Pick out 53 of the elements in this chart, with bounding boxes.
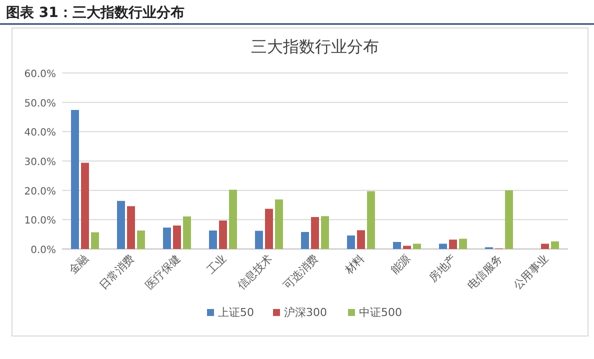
- x-tick-label: 电信服务: [464, 252, 506, 292]
- y-tick-label: 0.0%: [30, 245, 56, 256]
- x-tick-label: 工业: [204, 252, 230, 277]
- bar: [255, 230, 263, 249]
- bar: [81, 162, 89, 249]
- x-tick-label: 公用事业: [510, 252, 552, 292]
- bar: [71, 110, 79, 249]
- bar: [439, 244, 447, 249]
- bar: [393, 242, 401, 249]
- bar: [173, 226, 181, 249]
- legend-label: 中证500: [359, 306, 402, 319]
- legend-label: 上证50: [218, 306, 254, 319]
- x-tick-label: 日常消费: [96, 252, 138, 292]
- bar: [265, 208, 273, 249]
- bar: [163, 228, 171, 249]
- y-tick-label: 50.0%: [24, 98, 56, 110]
- bar: [209, 230, 217, 249]
- chart-title: 图表 31：三大指数行业分布: [6, 5, 184, 21]
- x-tick-label: 信息技术: [234, 252, 276, 292]
- bar: [321, 216, 329, 249]
- bar: [229, 190, 237, 249]
- x-tick-label: 房地产: [426, 252, 460, 284]
- chart-subtitle: 三大指数行业分布: [251, 37, 379, 56]
- bar: [311, 217, 319, 249]
- bar: [459, 238, 467, 249]
- bar: [301, 232, 309, 249]
- bar: [541, 244, 549, 249]
- bar: [219, 220, 227, 249]
- x-tick-label: 材料: [342, 252, 368, 278]
- y-tick-label: 10.0%: [24, 216, 56, 227]
- bar: [347, 236, 355, 249]
- bar: [413, 244, 421, 249]
- y-tick-label: 30.0%: [24, 157, 56, 168]
- bar: [91, 232, 99, 249]
- bar: [449, 240, 457, 249]
- bar: [357, 230, 365, 249]
- y-tick-label: 60.0%: [24, 69, 56, 80]
- bar: [117, 200, 125, 249]
- legend-label: 沪深300: [284, 306, 327, 319]
- y-tick-label: 20.0%: [24, 186, 56, 198]
- x-tick-label: 能源: [388, 252, 414, 277]
- bar: [367, 191, 375, 249]
- bar: [403, 246, 411, 249]
- bar: [505, 190, 513, 249]
- bar: [551, 241, 559, 249]
- y-tick-label: 40.0%: [24, 128, 56, 139]
- x-tick-label: 金融: [66, 252, 92, 277]
- x-tick-label: 可选消费: [280, 252, 322, 292]
- bar: [127, 206, 135, 249]
- bar: [183, 216, 191, 249]
- bar: [137, 230, 145, 249]
- bar: [275, 199, 283, 249]
- x-tick-label: 医疗保健: [142, 252, 184, 292]
